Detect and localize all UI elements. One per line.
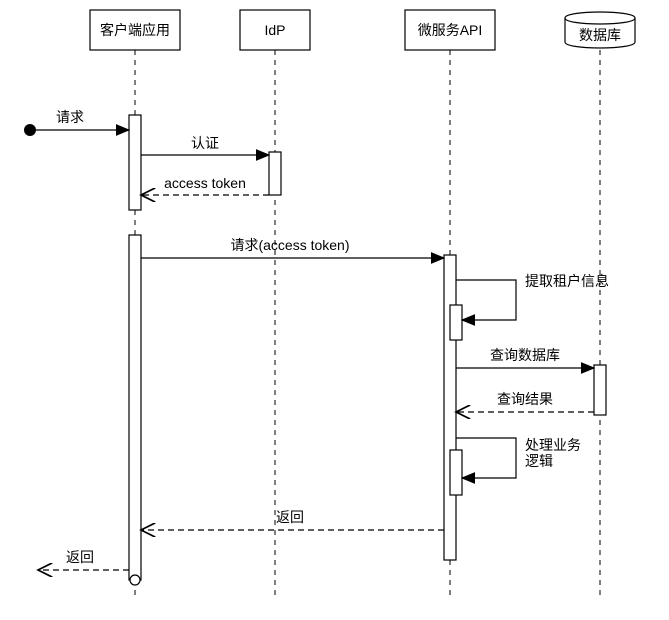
participant-db-label: 数据库 — [579, 27, 621, 43]
message-self-extract-tenant — [456, 280, 516, 320]
message-access-token-label: access token — [164, 175, 246, 191]
start-point-icon — [24, 124, 36, 136]
activation-api-3 — [450, 450, 462, 495]
participant-client-label: 客户端应用 — [100, 22, 170, 38]
message-self-business-logic — [456, 438, 516, 478]
activation-client-2 — [129, 235, 141, 580]
message-self-business-logic-label: 处理业务 逻辑 — [525, 437, 585, 469]
participant-idp-label: IdP — [264, 22, 285, 38]
participant-api-label: 微服务API — [418, 22, 483, 38]
message-auth-label: 认证 — [191, 135, 219, 151]
message-request-api-label: 请求(access token) — [230, 237, 349, 253]
message-return-api-label: 返回 — [276, 509, 304, 525]
message-query-db-label: 查询数据库 — [490, 347, 560, 363]
activation-idp-1 — [269, 152, 281, 195]
activation-client-1 — [129, 115, 141, 210]
activation-db-1 — [594, 365, 606, 415]
activation-api-1 — [444, 255, 456, 560]
end-point-icon — [130, 575, 140, 585]
message-query-result-label: 查询结果 — [497, 391, 553, 407]
participant-db: 数据库 — [565, 12, 635, 600]
sequence-diagram: 客户端应用 IdP 微服务API 数据库 请求 认证 access token … — [0, 0, 669, 620]
activation-api-2 — [450, 305, 462, 340]
message-request-start-label: 请求 — [56, 109, 84, 125]
message-self-extract-tenant-label: 提取租户信息 — [525, 273, 609, 289]
message-return-end-label: 返回 — [66, 549, 94, 565]
